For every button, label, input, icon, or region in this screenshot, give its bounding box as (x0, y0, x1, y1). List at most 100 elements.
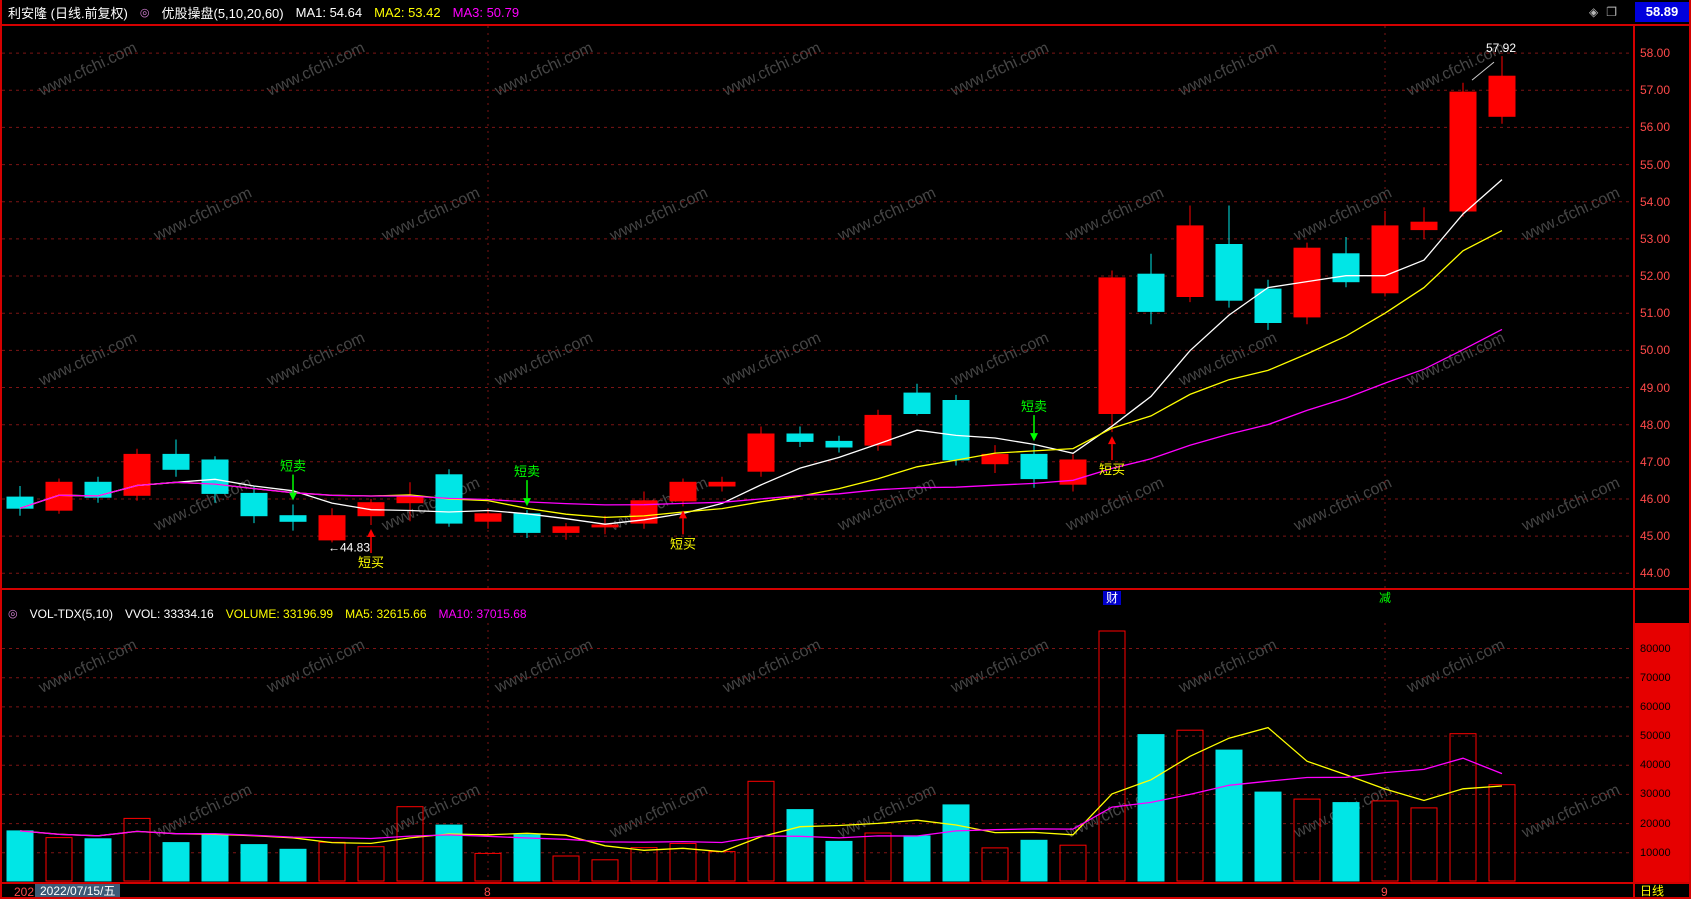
ma1-value: MA1: 54.64 (295, 4, 363, 20)
price-axis-label: 44.00 (1640, 566, 1671, 581)
indicator-name[interactable]: 优股操盘(5,10,20,60) (161, 5, 284, 21)
volume-bar-down (240, 844, 268, 882)
volume-bar-down (6, 830, 34, 882)
volume-chart[interactable]: www.cfchi.com www.cfchi.com www.cfchi.com w… (2, 623, 1633, 882)
volume-indicator-name[interactable]: VOL-TDX(5,10) (29, 606, 113, 621)
last-price-badge: 58.89 (1635, 2, 1689, 22)
watermark-text: www.cfchi.com (720, 330, 824, 391)
watermark-text: www.cfchi.com (264, 330, 368, 391)
volume-ma-lines (19, 726, 1503, 853)
volume-bars[interactable] (6, 630, 1516, 882)
watermark-text: www.cfchi.com (1176, 40, 1280, 101)
price-axis-label: 45.00 (1640, 529, 1671, 544)
ma-lines (19, 179, 1503, 525)
candle-up (1488, 75, 1516, 117)
volume-axis-label: 70000 (1640, 671, 1671, 684)
diamond-icon[interactable]: ◈ (1589, 5, 1599, 19)
vol-ma5-value: MA5: 32615.66 (345, 606, 427, 621)
candle-up (1410, 221, 1438, 231)
watermark-text: www.cfchi.com (948, 40, 1052, 101)
marker-band-axis (1633, 590, 1689, 604)
volume-bar-down (84, 838, 112, 882)
watermark-text: www.cfchi.com (1519, 782, 1623, 843)
volume-bar-up (630, 847, 658, 882)
volume-bar-down (786, 809, 814, 882)
titlebar: 利安隆 (日线.前复权) ◎ 优股操盘(5,10,20,60) MA1: 54.… (2, 0, 1689, 24)
watermark-text: www.cfchi.com (607, 185, 711, 246)
price-axis-label: 50.00 (1640, 343, 1671, 358)
watermark-text: www.cfchi.com (720, 40, 824, 101)
month-tick-label: 8 (484, 885, 491, 899)
volume-bar-down (1137, 734, 1165, 882)
volume-bar-up (1293, 798, 1321, 882)
watermark-text: www.cfchi.com (1519, 185, 1623, 246)
indicator-marker: 减 (1379, 591, 1392, 605)
buy-signal-label: 短买 (1099, 462, 1125, 477)
volume-bar-up (1176, 729, 1204, 882)
volume-axis-label: 60000 (1640, 700, 1671, 713)
volume-panel: www.cfchi.com www.cfchi.com www.cfchi.com w… (2, 623, 1689, 882)
volume-bar-up (708, 851, 736, 882)
candle-up (981, 453, 1009, 465)
volume-bar-down (1332, 802, 1360, 882)
candle-up (708, 481, 736, 487)
volume-dropdown-icon[interactable]: ◎ (8, 608, 18, 620)
watermark-text: www.cfchi.com (948, 330, 1052, 391)
volume-axis-label: 40000 (1640, 759, 1671, 772)
watermark-text: www.cfchi.com (379, 185, 483, 246)
volume-axis-label: 20000 (1640, 817, 1671, 830)
volume-bar-down (162, 842, 190, 882)
candle-up (747, 433, 775, 472)
price-axis-label: 54.00 (1640, 194, 1671, 209)
buy-arrow-icon (367, 528, 375, 537)
price-axis-label: 56.00 (1640, 120, 1671, 135)
period-label[interactable]: 日线 (1640, 884, 1665, 898)
ma-line-20 (19, 328, 1503, 509)
volume-axis-label: 50000 (1640, 730, 1671, 743)
watermark-text: www.cfchi.com (264, 637, 368, 698)
volume-bar-up (591, 859, 619, 882)
candle-down (1254, 288, 1282, 324)
volume-bar-up (1488, 784, 1516, 882)
vvol-value: VVOL: 33334.16 (124, 606, 214, 621)
candle-down (84, 481, 112, 498)
sell-signal-label: 短卖 (280, 459, 306, 474)
price-axis-label: 57.00 (1640, 83, 1671, 98)
watermark-text: www.cfchi.com (1176, 330, 1280, 391)
price-chart[interactable]: www.cfchi.com www.cfchi.com www.cfchi.com w… (2, 26, 1633, 588)
marker-band-plot: 财减 (2, 590, 1633, 605)
time-axis-bar: 202 2022/07/15/五 8 9 日线 (2, 882, 1689, 899)
volume-bar-down (942, 804, 970, 882)
watermark-text: www.cfchi.com (379, 782, 483, 843)
price-axis-label: 53.00 (1640, 231, 1671, 246)
price-axis-label: 49.00 (1640, 380, 1671, 395)
volume-bar-up (1098, 630, 1126, 882)
indicator-dropdown-icon[interactable]: ◎ (139, 6, 150, 19)
volume-bar-up (552, 855, 580, 882)
buy-signal-label: 短买 (670, 536, 696, 551)
volume-bar-up (981, 847, 1009, 882)
window-icon[interactable]: ❐ (1606, 5, 1617, 19)
price-axis-label: 55.00 (1640, 157, 1671, 172)
buy-signal-label: 短买 (358, 555, 384, 570)
volume-chart-svg: www.cfchi.com www.cfchi.com www.cfchi.com w… (2, 623, 1633, 882)
partial-year-label: 202 (14, 885, 35, 899)
volume-bar-down (513, 834, 541, 882)
watermark-text: www.cfchi.com (36, 637, 140, 698)
volume-bar-up (1371, 800, 1399, 882)
candle-up (552, 526, 580, 533)
candle-up (630, 500, 658, 524)
ma3-value: MA3: 50.79 (452, 4, 520, 20)
low-price-annotation: ←44.83 (328, 540, 370, 554)
price-axis-label: 52.00 (1640, 269, 1671, 284)
watermark-text: www.cfchi.com (1291, 475, 1395, 536)
watermark-text: www.cfchi.com (607, 782, 711, 843)
watermark-text: www.cfchi.com (151, 185, 255, 246)
candle-down (162, 453, 190, 470)
period-cell: 日线 (1633, 884, 1689, 898)
candles[interactable] (6, 56, 1516, 543)
candle-down (279, 515, 307, 522)
candle-up (669, 481, 697, 502)
